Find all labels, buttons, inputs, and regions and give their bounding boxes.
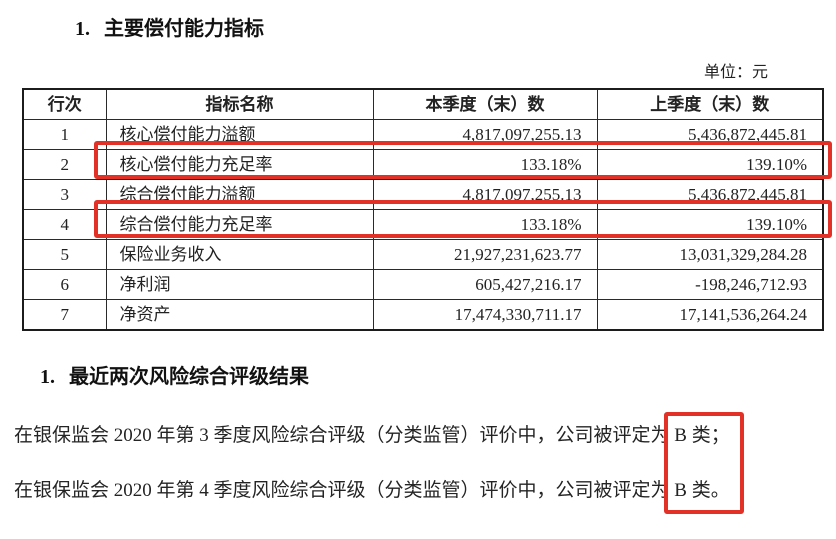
section-title-text: 最近两次风险综合评级结果 (69, 366, 309, 388)
rating-text: 在银保监会 2020 年第 3 季度风险综合评级（分类监管）评价中，公司被评定为 (14, 425, 670, 446)
table-body: 1 核心偿付能力溢额 4,817,097,255.13 5,436,872,445.8… (22, 119, 824, 331)
previous-quarter-value: 13,031,329,284.28 (596, 239, 824, 270)
current-quarter-value: 4,817,097,255.13 (372, 119, 598, 150)
table-row: 7 净资产 17,474,330,711.17 17,141,536,264.24 (22, 299, 824, 331)
section-title-ratings: 1. 最近两次风险综合评级结果 (40, 360, 309, 389)
current-quarter-value: 21,927,231,623.77 (372, 239, 598, 270)
table-row: 1 核心偿付能力溢额 4,817,097,255.13 5,436,872,445.8… (22, 119, 824, 150)
indicator-name: 综合偿付能力溢额 (105, 179, 374, 210)
row-number: 1 (22, 119, 107, 150)
row-number: 3 (22, 179, 107, 210)
header-previous-quarter: 上季度（末）数 (596, 88, 824, 120)
section-title-solvency: 1. 主要偿付能力指标 (75, 12, 264, 41)
indicator-name: 净资产 (105, 299, 374, 331)
previous-quarter-value: 17,141,536,264.24 (596, 299, 824, 331)
table-row: 6 净利润 605,427,216.17 -198,246,712.93 (22, 269, 824, 300)
table-row: 2 核心偿付能力充足率 133.18% 139.10% (22, 149, 824, 180)
solvency-table: 行次 指标名称 本季度（末）数 上季度（末）数 1 核心偿付能力溢额 4,817,0… (22, 88, 824, 331)
indicator-name: 核心偿付能力溢额 (105, 119, 374, 150)
previous-quarter-value: 139.10% (596, 149, 824, 180)
indicator-name: 保险业务收入 (105, 239, 374, 270)
previous-quarter-value: 5,436,872,445.81 (596, 119, 824, 150)
indicator-name: 净利润 (105, 269, 374, 300)
row-number: 4 (22, 209, 107, 240)
current-quarter-value: 133.18% (372, 209, 598, 240)
rating-grade: B 类； (674, 425, 730, 446)
header-current-quarter: 本季度（末）数 (372, 88, 598, 120)
rating-paragraph-q3: 在银保监会 2020 年第 3 季度风险综合评级（分类监管）评价中，公司被评定为… (14, 422, 829, 449)
rating-paragraph-q4: 在银保监会 2020 年第 4 季度风险综合评级（分类监管）评价中，公司被评定为… (14, 477, 829, 504)
section-marker: 1. (40, 366, 55, 388)
table-row: 5 保险业务收入 21,927,231,623.77 13,031,329,284.2… (22, 239, 824, 270)
header-indicator-name: 指标名称 (105, 88, 374, 120)
header-row-number: 行次 (22, 88, 107, 120)
rating-text: 在银保监会 2020 年第 4 季度风险综合评级（分类监管）评价中，公司被评定为 (14, 480, 670, 501)
previous-quarter-value: 139.10% (596, 209, 824, 240)
row-number: 6 (22, 269, 107, 300)
row-number: 5 (22, 239, 107, 270)
indicator-name: 综合偿付能力充足率 (105, 209, 374, 240)
current-quarter-value: 4,817,097,255.13 (372, 179, 598, 210)
section-marker: 1. (75, 18, 90, 40)
unit-label: 单位：元 (703, 64, 768, 81)
current-quarter-value: 605,427,216.17 (372, 269, 598, 300)
indicator-name: 核心偿付能力充足率 (105, 149, 374, 180)
current-quarter-value: 133.18% (372, 149, 598, 180)
row-number: 2 (22, 149, 107, 180)
table-row: 4 综合偿付能力充足率 133.18% 139.10% (22, 209, 824, 240)
rating-grade: B 类。 (674, 480, 730, 501)
previous-quarter-value: 5,436,872,445.81 (596, 179, 824, 210)
row-number: 7 (22, 299, 107, 331)
table-header-row: 行次 指标名称 本季度（末）数 上季度（末）数 (22, 88, 824, 120)
section-title-text: 主要偿付能力指标 (104, 18, 264, 40)
current-quarter-value: 17,474,330,711.17 (372, 299, 598, 331)
table-row: 3 综合偿付能力溢额 4,817,097,255.13 5,436,872,445.8… (22, 179, 824, 210)
previous-quarter-value: -198,246,712.93 (596, 269, 824, 300)
